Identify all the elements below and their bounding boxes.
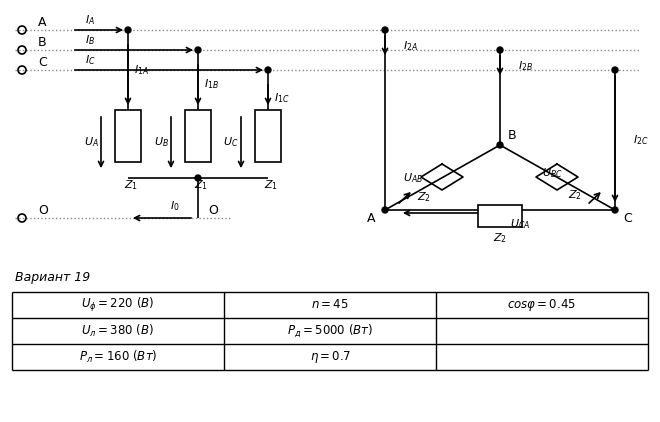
Text: $U_\phi = 220\ (В)$: $U_\phi = 220\ (В)$	[81, 296, 154, 314]
Text: $U_{CA}$: $U_{CA}$	[510, 217, 530, 231]
Bar	[115, 110, 141, 162]
Text: $Z_1$: $Z_1$	[124, 178, 138, 192]
Text: B: B	[38, 35, 47, 49]
Text: $U_C$: $U_C$	[223, 135, 239, 149]
Text: $I_{2A}$: $I_{2A}$	[403, 39, 418, 53]
Text: $I_{2C}$: $I_{2C}$	[633, 133, 649, 147]
Text: $\eta = 0.7$: $\eta = 0.7$	[310, 349, 350, 365]
Text: $U_{AB}$: $U_{AB}$	[403, 171, 423, 185]
Circle shape	[195, 47, 201, 53]
Circle shape	[382, 207, 388, 213]
Text: $Z_2$: $Z_2$	[493, 231, 507, 245]
Text: O: O	[208, 203, 218, 216]
Text: A: A	[38, 16, 46, 29]
Text: $cos\varphi = 0.45$: $cos\varphi = 0.45$	[508, 297, 576, 313]
Bar	[255, 110, 281, 162]
Text: $U_{BC}$: $U_{BC}$	[542, 166, 562, 180]
Circle shape	[497, 47, 503, 53]
Text: $I_{2B}$: $I_{2B}$	[518, 59, 533, 73]
Text: $U_л = 380\ (В)$: $U_л = 380\ (В)$	[81, 323, 154, 339]
Circle shape	[125, 27, 131, 33]
Text: $P_д = 5000\ (Вт)$: $P_д = 5000\ (Вт)$	[287, 322, 373, 339]
Circle shape	[382, 27, 388, 33]
Text: B: B	[508, 129, 517, 142]
Text: $I_0$: $I_0$	[170, 199, 180, 213]
Circle shape	[195, 175, 201, 181]
Circle shape	[265, 67, 271, 73]
Text: $I_{1A}$: $I_{1A}$	[135, 63, 150, 77]
Text: $n = 45$: $n = 45$	[311, 298, 349, 311]
Text: C: C	[623, 211, 632, 225]
Text: C: C	[38, 56, 47, 68]
Text: $Z_1$: $Z_1$	[194, 178, 208, 192]
Circle shape	[612, 207, 618, 213]
Text: $U_B$: $U_B$	[154, 135, 168, 149]
Text: A: A	[366, 211, 375, 225]
Bar	[478, 205, 522, 227]
Bar	[185, 110, 211, 162]
Text: $P_л = 160\ (Вт)$: $P_л = 160\ (Вт)$	[79, 349, 157, 365]
Text: $I_{1B}$: $I_{1B}$	[205, 77, 220, 91]
Circle shape	[612, 67, 618, 73]
Text: $U_A$: $U_A$	[84, 135, 98, 149]
Text: $I_A$: $I_A$	[85, 13, 95, 27]
Text: $Z_2$: $Z_2$	[417, 190, 431, 204]
Text: $Z_2$: $Z_2$	[568, 188, 582, 202]
Text: $Z_1$: $Z_1$	[264, 178, 278, 192]
Circle shape	[497, 142, 503, 148]
Text: $I_B$: $I_B$	[85, 33, 95, 47]
Text: O: O	[38, 203, 48, 216]
Text: $I_C$: $I_C$	[84, 53, 95, 67]
Text: Вариант 19: Вариант 19	[15, 271, 90, 284]
Text: $I_{1C}$: $I_{1C}$	[274, 91, 290, 105]
